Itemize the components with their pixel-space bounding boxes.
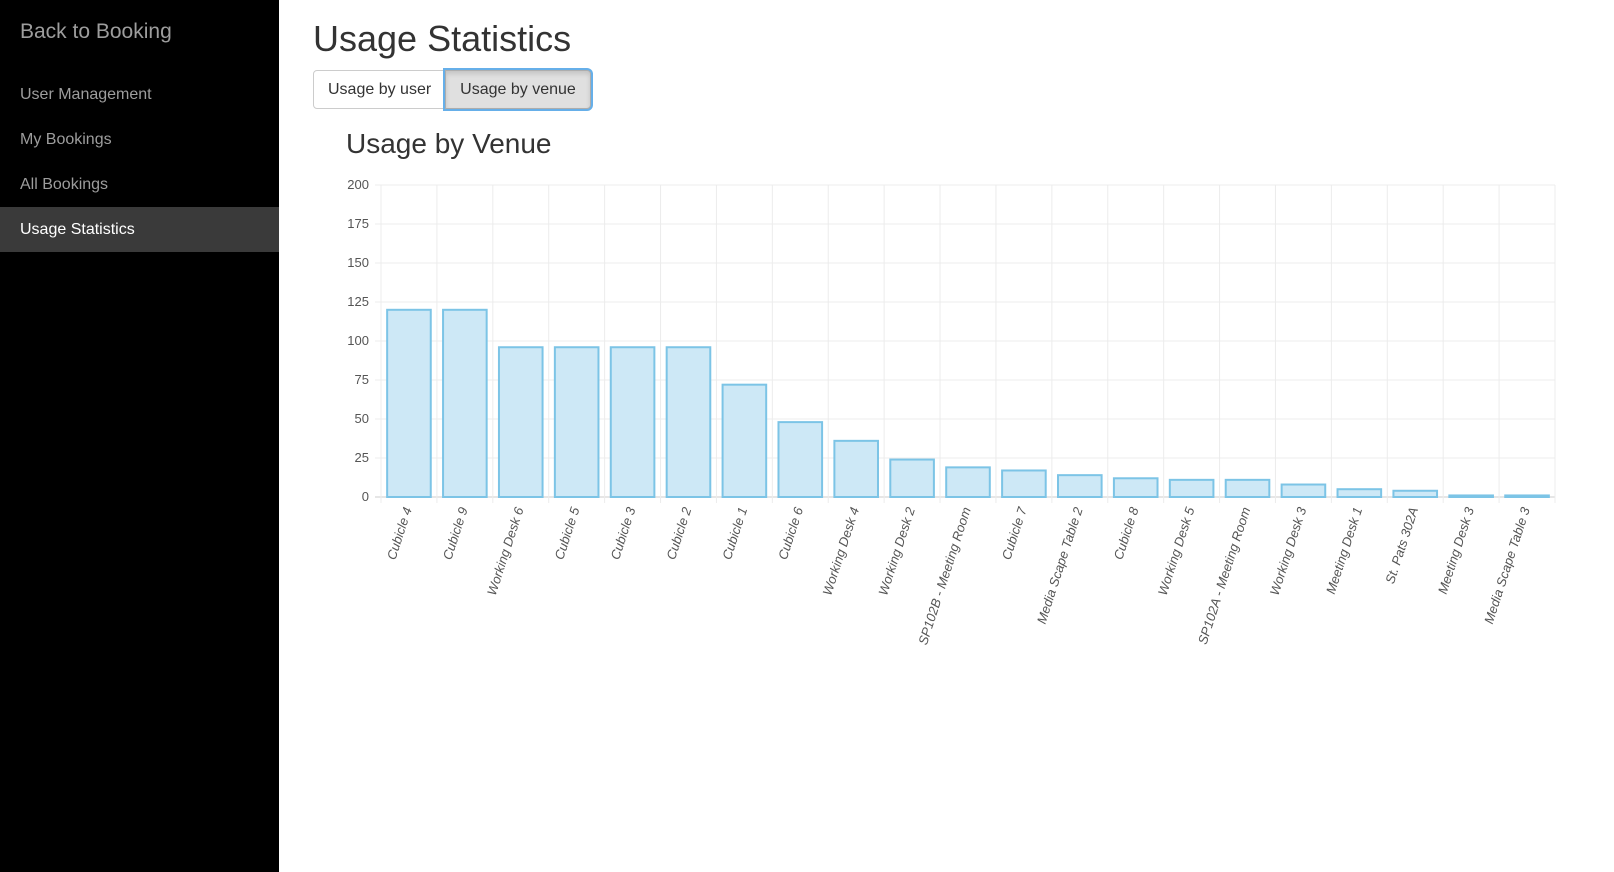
tab-usage-by-venue[interactable]: Usage by venue: [445, 70, 591, 109]
x-tick-label: Meeting Desk 1: [1323, 505, 1365, 596]
sidebar-item-usage-statistics[interactable]: Usage Statistics: [0, 207, 279, 252]
y-tick-label: 75: [355, 372, 369, 387]
sidebar-item-my-bookings[interactable]: My Bookings: [20, 131, 112, 148]
bar: [889, 458, 935, 498]
y-tick-label: 125: [347, 294, 369, 309]
bar: [553, 346, 600, 498]
bar: [1448, 494, 1494, 499]
bar: [609, 346, 656, 498]
page-title: Usage Statistics: [313, 18, 572, 59]
bar: [1224, 478, 1271, 498]
x-tick-label: St. Pats 302A: [1382, 505, 1421, 585]
bar: [1001, 469, 1047, 499]
x-tick-label: Cubicle 9: [440, 505, 471, 561]
x-tick-label: Meeting Desk 3: [1435, 505, 1477, 596]
sidebar: Back to Booking User Management My Booki…: [0, 0, 279, 872]
x-tick-label: Working Desk 3: [1267, 505, 1310, 598]
sidebar-nav: User Management My Bookings All Bookings…: [0, 72, 279, 252]
y-tick-label: 25: [355, 450, 369, 465]
x-tick-label: Working Desk 6: [484, 505, 527, 598]
x-tick-label: Working Desk 2: [875, 505, 918, 598]
usage-tab-group: Usage by user Usage by venue: [313, 70, 591, 109]
usage-by-venue-chart: 0 25 50 75 100 125 150 175 200 Cubicle 4 Cubicle 9…: [347, 177, 1556, 647]
x-tick-label: Cubicle 1: [719, 505, 750, 561]
bar: [1336, 488, 1383, 499]
y-tick-label: 200: [347, 177, 369, 192]
x-tick-label: Cubicle 6: [775, 505, 806, 562]
x-tick-label: SP102A - Meeting Room: [1195, 505, 1254, 646]
y-tick-label: 0: [362, 489, 369, 504]
x-tick-label: Media Scape Table 3: [1481, 505, 1533, 626]
y-tick-label: 50: [355, 411, 369, 426]
x-tick-label: Cubicle 3: [607, 505, 638, 562]
x-tick-label: Working Desk 5: [1155, 505, 1198, 598]
bar: [1392, 489, 1439, 499]
chart-title: Usage by Venue: [346, 128, 552, 159]
x-tick-label: Media Scape Table 2: [1034, 505, 1086, 626]
x-tick-label: Cubicle 7: [999, 505, 1030, 562]
bar: [777, 421, 824, 498]
x-tick-label: Cubicle 2: [663, 505, 694, 562]
bar: [386, 308, 432, 498]
bar: [1057, 474, 1103, 499]
bar: [945, 466, 991, 498]
back-to-booking-link[interactable]: Back to Booking: [20, 20, 172, 43]
tab-usage-by-user[interactable]: Usage by user: [313, 70, 447, 109]
bar: [1504, 494, 1550, 499]
main-content: Usage Statistics Usage by user Usage by …: [279, 0, 1614, 872]
bar: [1168, 478, 1215, 498]
y-tick-label: 175: [347, 216, 369, 231]
bar: [497, 346, 544, 498]
x-tick-label: Cubicle 5: [552, 505, 583, 562]
bar: [721, 383, 768, 498]
sidebar-item-all-bookings[interactable]: All Bookings: [20, 176, 109, 193]
bar: [1280, 483, 1327, 498]
sidebar-item-user-management[interactable]: User Management: [20, 86, 152, 103]
x-tick-label: Cubicle 4: [384, 505, 415, 561]
x-tick-label: Working Desk 4: [819, 505, 862, 597]
bar: [665, 346, 712, 498]
bar: [442, 308, 488, 498]
y-tick-label: 150: [347, 255, 369, 270]
bar: [833, 439, 879, 498]
x-tick-label: SP102B - Meeting Room: [915, 505, 974, 647]
y-tick-label: 100: [347, 333, 369, 348]
bar: [1112, 477, 1159, 498]
x-tick-label: Cubicle 8: [1111, 505, 1142, 562]
